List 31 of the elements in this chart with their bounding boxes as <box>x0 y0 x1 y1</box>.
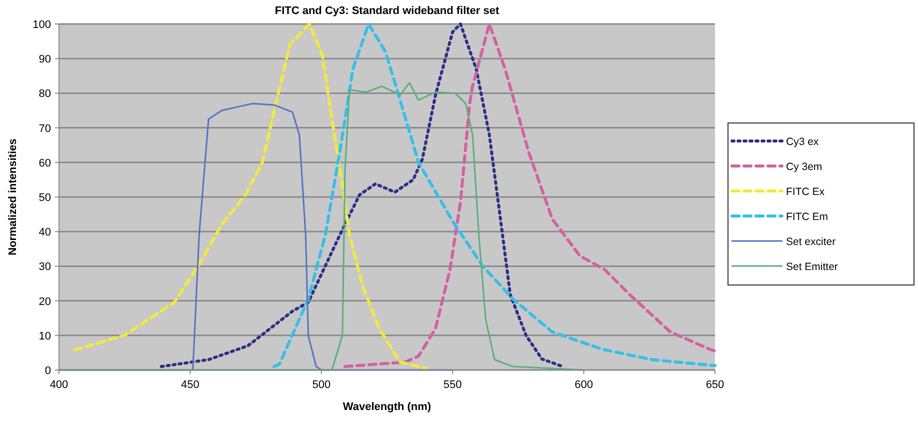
y-tick-label: 0 <box>44 365 51 377</box>
y-tick-label: 70 <box>38 122 51 135</box>
x-tick-label: 650 <box>706 379 724 391</box>
x-tick-label: 500 <box>312 379 331 391</box>
x-tick-label: 600 <box>574 379 593 391</box>
y-tick-label: 90 <box>38 54 51 66</box>
chart-title: FITC and Cy3: Standard wideband filter set <box>274 5 500 17</box>
x-tick-label: 400 <box>50 379 68 391</box>
y-tick-label: 60 <box>38 157 51 170</box>
x-tick-label: 450 <box>181 379 200 391</box>
line-series <box>160 22 564 368</box>
y-tick-label: 100 <box>32 19 51 31</box>
y-tick-label: 80 <box>38 88 51 100</box>
line-series <box>344 22 716 368</box>
y-tick-label: 30 <box>38 261 51 274</box>
legend-label: Cy 3em <box>786 161 822 173</box>
y-tick-label: 20 <box>38 296 51 308</box>
x-tick-label: 550 <box>443 379 462 391</box>
x-axis-title: Wavelength (nm) <box>342 401 432 413</box>
line-series <box>73 22 428 370</box>
line-series <box>58 82 585 371</box>
line-series <box>272 22 716 368</box>
legend-label: FITC Em <box>786 211 828 223</box>
y-tick-label: 50 <box>38 192 51 204</box>
legend-label: FITC Ex <box>786 186 826 198</box>
legend-label: Set exciter <box>786 236 836 248</box>
y-tick-label: 40 <box>38 226 51 239</box>
y-axis-title: Normalized intensities <box>7 138 19 256</box>
legend-label: Set Emitter <box>786 261 838 273</box>
legend-label: Cy3 ex <box>786 136 820 148</box>
y-tick-label: 10 <box>38 330 51 342</box>
